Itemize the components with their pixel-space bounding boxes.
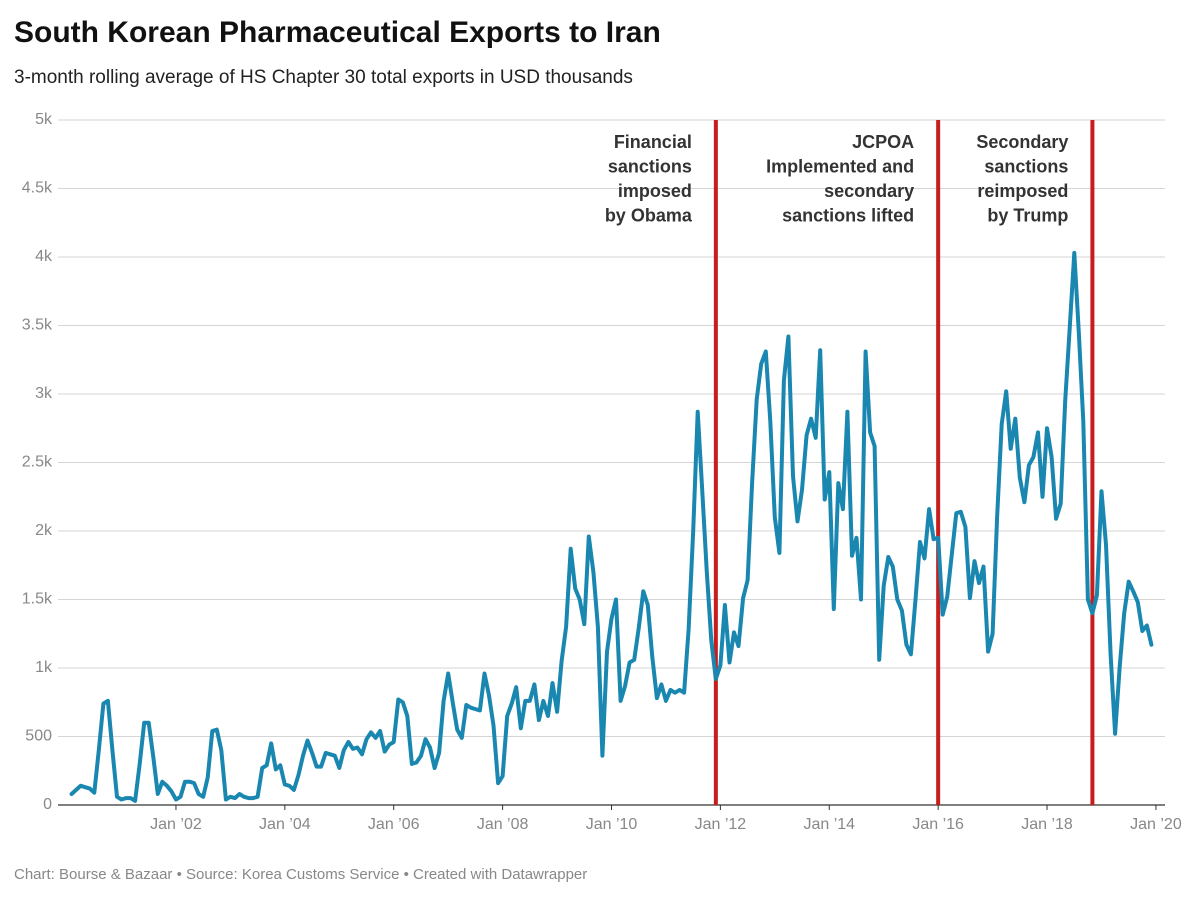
annotation-text: imposed (618, 181, 692, 201)
annotation-text: by Trump (987, 205, 1068, 225)
y-tick-label: 4.5k (22, 180, 53, 197)
annotation-text: JCPOA (852, 132, 914, 152)
y-tick-label: 2k (35, 522, 53, 539)
x-tick-label: Jan ’18 (1021, 816, 1073, 833)
y-tick-label: 0 (43, 796, 52, 813)
x-tick-label: Jan ’20 (1130, 816, 1182, 833)
x-tick-label: Jan ’06 (368, 816, 420, 833)
x-tick-label: Jan ’02 (150, 816, 202, 833)
annotation-text: Secondary (976, 132, 1068, 152)
chart-footer: Chart: Bourse & Bazaar • Source: Korea C… (14, 866, 587, 883)
x-tick-label: Jan ’12 (695, 816, 747, 833)
x-tick-label: Jan ’08 (477, 816, 529, 833)
annotation-text: reimposed (977, 181, 1068, 201)
x-tick-label: Jan ’14 (803, 816, 855, 833)
annotation-text: by Obama (605, 205, 693, 225)
chart-subtitle: 3-month rolling average of HS Chapter 30… (14, 67, 633, 88)
chart-title: South Korean Pharmaceutical Exports to I… (14, 16, 661, 49)
y-tick-label: 500 (25, 728, 52, 745)
data-line (69, 250, 1154, 803)
y-tick-label: 3k (35, 385, 53, 402)
y-tick-label: 4k (35, 248, 53, 265)
y-tick-label: 1.5k (22, 591, 53, 608)
annotation-text: Implemented and (766, 156, 914, 176)
annotation-text: sanctions (608, 156, 692, 176)
x-tick-label: Jan ’10 (586, 816, 638, 833)
y-tick-label: 2.5k (22, 454, 53, 471)
annotation-text: secondary (824, 181, 914, 201)
x-tick-label: Jan ’04 (259, 816, 311, 833)
y-tick-label: 5k (35, 111, 53, 128)
y-tick-label: 3.5k (22, 317, 53, 334)
annotation-text: sanctions (984, 156, 1068, 176)
y-tick-label: 1k (35, 659, 53, 676)
annotation-text: Financial (614, 132, 692, 152)
annotation-text: sanctions lifted (782, 205, 914, 225)
x-tick-label: Jan ’16 (912, 816, 964, 833)
